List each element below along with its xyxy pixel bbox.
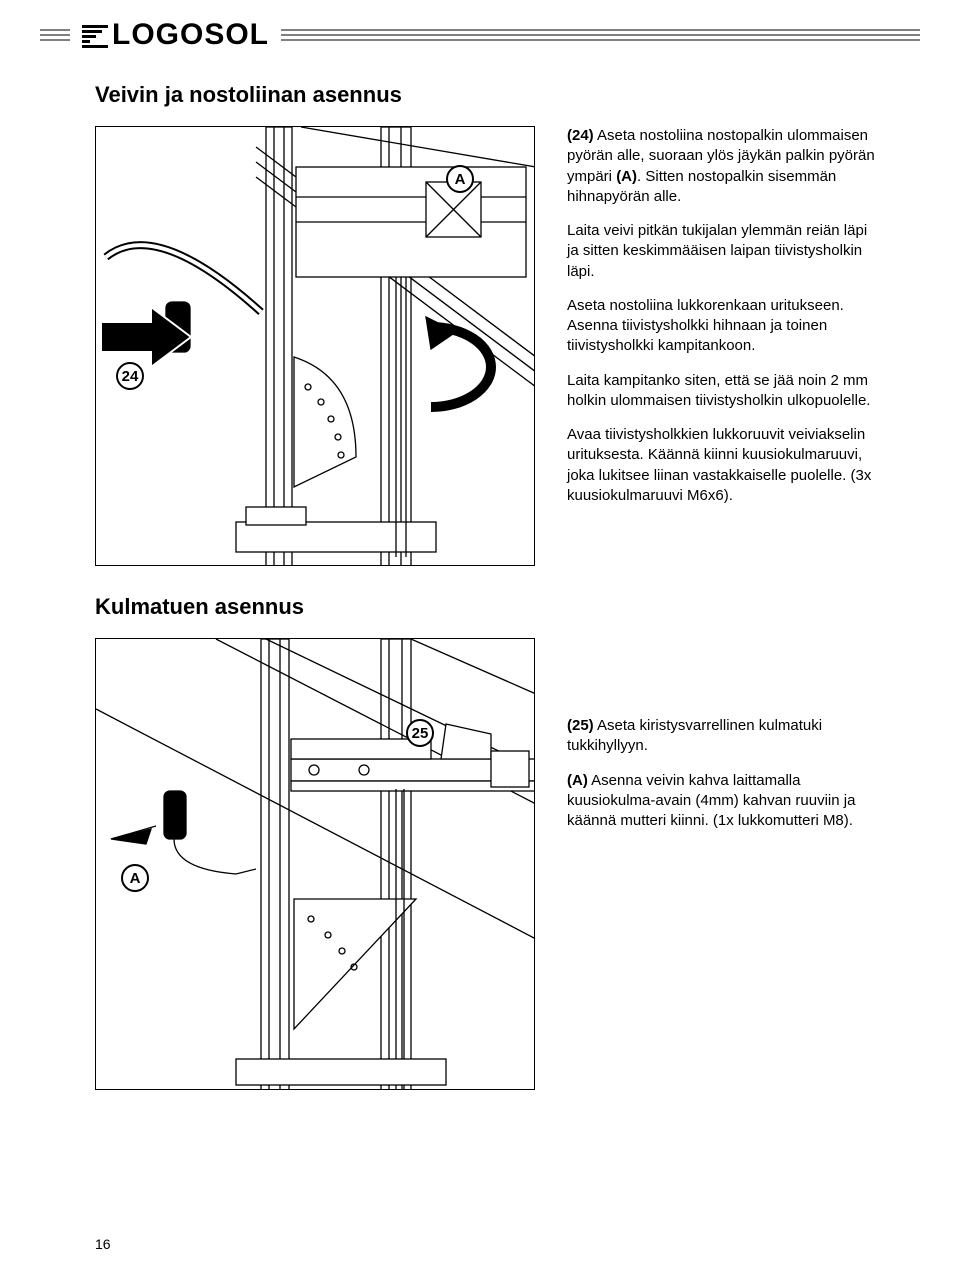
brand-name: LOGOSOL [112, 18, 269, 52]
p25-text: Aseta kiristysvarrellinen kulmatuki tukk… [567, 717, 822, 754]
callout-25-label: 25 [412, 725, 429, 742]
section1-p4: Laita kampitanko siten, että se jää noin… [567, 371, 880, 412]
section1-p5: Avaa tiivistysholkkien lukkoruuvit veivi… [567, 425, 880, 506]
callout-25: 25 [406, 719, 434, 747]
section2-text: (25) Aseta kiristysvarrellinen kulmatuki… [567, 638, 880, 845]
section1-title: Veivin ja nostoliinan asennus [95, 82, 880, 108]
p1-bold-24: (24) [567, 127, 594, 144]
section1-p1: (24) Aseta nostoliina nostopalkin ulomma… [567, 126, 880, 207]
section1-row: A 24 (24) Aseta nostoliina nostopalkin u… [95, 126, 880, 566]
section2-p2: (A) Asenna veivin kahva laittamalla kuus… [567, 771, 880, 832]
callout-a-24: A [446, 165, 474, 193]
page-number: 16 [95, 1236, 111, 1252]
callout-24: 24 [116, 362, 144, 390]
section1-p3: Aseta nostoliina lukkorenkaan uritukseen… [567, 296, 880, 357]
header-stripe-left [40, 29, 70, 41]
section2-row: 25 A (25) Aseta kiristysvarrellinen kulm… [95, 638, 880, 1090]
figure-24: A 24 [95, 126, 535, 566]
brand-logo-icon [82, 23, 108, 47]
p1-bold-a: (A) [616, 168, 637, 185]
callout-a2-label: A [130, 870, 141, 887]
section2-title: Kulmatuen asennus [95, 594, 880, 620]
callout-a-label: A [455, 171, 466, 188]
page-body: Veivin ja nostoliinan asennus [0, 52, 960, 1090]
section1-text: (24) Aseta nostoliina nostopalkin ulomma… [567, 126, 880, 566]
callout-24-label: 24 [122, 368, 139, 385]
callout-a-25: A [121, 864, 149, 892]
header-stripe-right [281, 29, 920, 41]
section1-p2: Laita veivi pitkän tukijalan ylemmän rei… [567, 221, 880, 282]
page-header: LOGOSOL [0, 0, 960, 52]
section2-p1: (25) Aseta kiristysvarrellinen kulmatuki… [567, 716, 880, 757]
figure-25: 25 A [95, 638, 535, 1090]
brand-logo: LOGOSOL [82, 18, 269, 52]
p25-bold: (25) [567, 717, 594, 734]
pA-text: Asenna veivin kahva laittamalla kuusioku… [567, 772, 855, 830]
pA-bold: (A) [567, 772, 588, 789]
